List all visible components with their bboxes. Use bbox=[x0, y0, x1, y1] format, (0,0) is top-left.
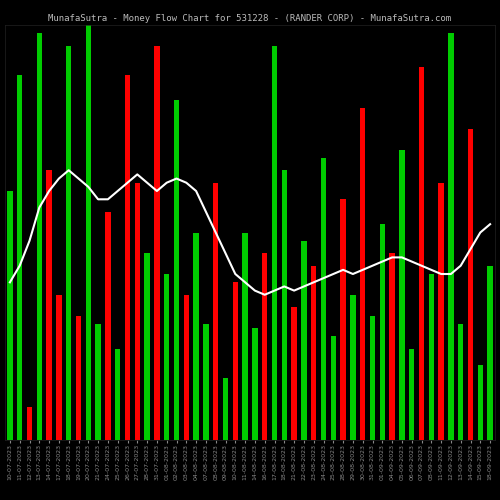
Bar bbox=[56, 294, 62, 440]
Bar bbox=[399, 150, 404, 440]
Bar bbox=[154, 46, 160, 440]
Bar bbox=[390, 253, 395, 440]
Bar bbox=[262, 253, 268, 440]
Bar bbox=[360, 108, 366, 440]
Bar bbox=[468, 128, 473, 440]
Bar bbox=[252, 328, 258, 440]
Bar bbox=[213, 182, 218, 440]
Bar bbox=[272, 46, 277, 440]
Bar bbox=[76, 316, 81, 440]
Bar bbox=[232, 282, 238, 440]
Bar bbox=[223, 378, 228, 440]
Bar bbox=[46, 170, 52, 440]
Bar bbox=[105, 212, 110, 440]
Bar bbox=[144, 253, 150, 440]
Bar bbox=[194, 232, 199, 440]
Bar bbox=[350, 294, 356, 440]
Bar bbox=[282, 170, 287, 440]
Bar bbox=[86, 25, 91, 440]
Bar bbox=[66, 46, 71, 440]
Bar bbox=[96, 324, 101, 440]
Bar bbox=[448, 34, 454, 440]
Bar bbox=[409, 348, 414, 440]
Bar bbox=[17, 75, 22, 440]
Bar bbox=[380, 224, 385, 440]
Bar bbox=[370, 316, 375, 440]
Bar bbox=[115, 348, 120, 440]
Bar bbox=[428, 274, 434, 440]
Bar bbox=[330, 336, 336, 440]
Bar bbox=[125, 75, 130, 440]
Bar bbox=[7, 191, 12, 440]
Bar bbox=[292, 307, 297, 440]
Bar bbox=[301, 241, 306, 440]
Bar bbox=[340, 200, 346, 440]
Bar bbox=[36, 34, 42, 440]
Bar bbox=[134, 182, 140, 440]
Bar bbox=[478, 366, 483, 440]
Bar bbox=[458, 324, 464, 440]
Bar bbox=[184, 294, 189, 440]
Bar bbox=[311, 266, 316, 440]
Bar bbox=[174, 100, 179, 440]
Bar bbox=[203, 324, 208, 440]
Bar bbox=[27, 407, 32, 440]
Bar bbox=[164, 274, 170, 440]
Bar bbox=[242, 232, 248, 440]
Title: MunafaSutra - Money Flow Chart for 531228 - (RANDER CORP) - MunafaSutra.com: MunafaSutra - Money Flow Chart for 53122… bbox=[48, 14, 452, 23]
Bar bbox=[321, 158, 326, 440]
Bar bbox=[419, 66, 424, 440]
Bar bbox=[438, 182, 444, 440]
Bar bbox=[488, 266, 493, 440]
